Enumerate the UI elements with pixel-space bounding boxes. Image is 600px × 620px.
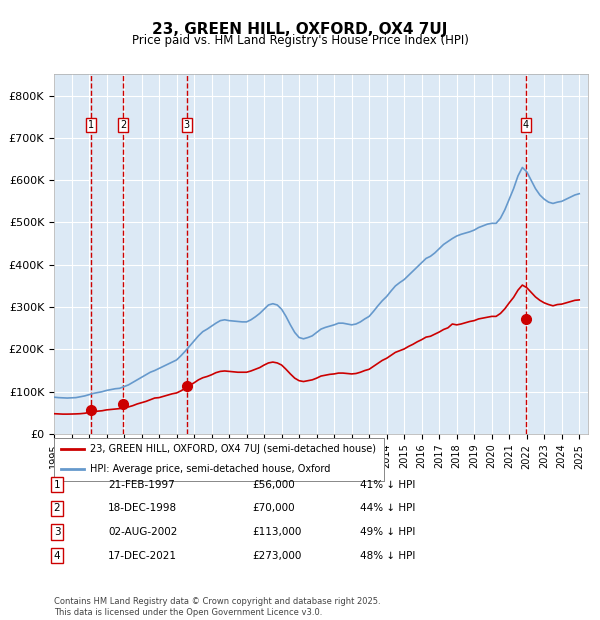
Text: HPI: Average price, semi-detached house, Oxford: HPI: Average price, semi-detached house,… [90, 464, 331, 474]
Text: 23, GREEN HILL, OXFORD, OX4 7UJ (semi-detached house): 23, GREEN HILL, OXFORD, OX4 7UJ (semi-de… [90, 444, 376, 454]
Text: 21-FEB-1997: 21-FEB-1997 [108, 480, 175, 490]
Text: 41% ↓ HPI: 41% ↓ HPI [360, 480, 415, 490]
Text: 23, GREEN HILL, OXFORD, OX4 7UJ: 23, GREEN HILL, OXFORD, OX4 7UJ [152, 22, 448, 37]
Text: 2: 2 [120, 120, 127, 130]
Text: 3: 3 [184, 120, 190, 130]
Text: 4: 4 [53, 551, 61, 560]
Text: Price paid vs. HM Land Registry's House Price Index (HPI): Price paid vs. HM Land Registry's House … [131, 34, 469, 47]
Text: £273,000: £273,000 [252, 551, 301, 560]
Text: 3: 3 [53, 527, 61, 537]
Text: £56,000: £56,000 [252, 480, 295, 490]
Text: 02-AUG-2002: 02-AUG-2002 [108, 527, 178, 537]
Text: 1: 1 [53, 480, 61, 490]
Text: 49% ↓ HPI: 49% ↓ HPI [360, 527, 415, 537]
Text: 18-DEC-1998: 18-DEC-1998 [108, 503, 177, 513]
Text: 1: 1 [88, 120, 94, 130]
Text: 17-DEC-2021: 17-DEC-2021 [108, 551, 177, 560]
Text: Contains HM Land Registry data © Crown copyright and database right 2025.
This d: Contains HM Land Registry data © Crown c… [54, 598, 380, 617]
Text: £113,000: £113,000 [252, 527, 301, 537]
Text: 4: 4 [523, 120, 529, 130]
Text: 2: 2 [53, 503, 61, 513]
Text: 48% ↓ HPI: 48% ↓ HPI [360, 551, 415, 560]
Text: 44% ↓ HPI: 44% ↓ HPI [360, 503, 415, 513]
Text: £70,000: £70,000 [252, 503, 295, 513]
